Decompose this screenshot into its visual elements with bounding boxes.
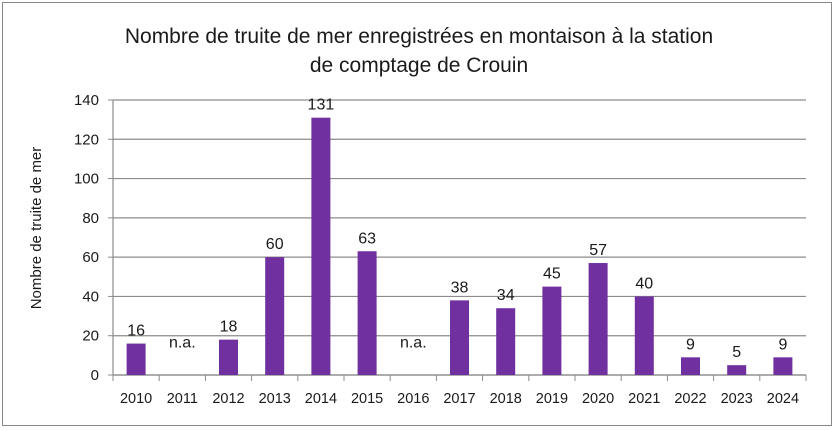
chart-title-line-1: Nombre de truite de mer enregistrées en …	[124, 25, 714, 48]
data-label-2022: 9	[686, 336, 695, 353]
y-tick-label: 80	[82, 210, 99, 227]
data-label-2020: 57	[589, 242, 607, 259]
y-tick-label: 100	[74, 171, 99, 188]
x-tick-label-2012: 2012	[212, 391, 244, 407]
x-tick-label-2016: 2016	[397, 391, 429, 407]
y-tick-label: 120	[74, 131, 99, 148]
data-label-2015: 63	[358, 230, 376, 247]
bar-2012	[219, 339, 238, 375]
y-tick-label: 20	[82, 328, 99, 345]
data-label-2013: 60	[266, 236, 284, 253]
y-tick-label: 0	[91, 367, 99, 384]
data-label-2016: n.a.	[400, 334, 427, 351]
data-label-2018: 34	[497, 287, 515, 304]
y-tick-label: 140	[74, 92, 99, 109]
x-tick-label-2020: 2020	[582, 391, 614, 407]
bar-2024	[773, 357, 793, 375]
y-tick-label: 60	[82, 249, 99, 266]
bar-2010	[126, 343, 146, 375]
bar-2019	[542, 286, 562, 375]
x-tick-label-2011: 2011	[167, 391, 198, 407]
data-label-2012: 18	[220, 319, 238, 336]
data-label-2010: 16	[127, 323, 145, 340]
data-label-2017: 38	[451, 279, 469, 296]
y-tick-label: 40	[82, 288, 99, 305]
x-tick-label-2017: 2017	[443, 391, 475, 407]
bar-2014	[311, 117, 331, 375]
chart-title-line-2: de comptage de Crouin	[309, 54, 529, 77]
bar-2013	[265, 257, 285, 375]
bar-2021	[634, 296, 654, 375]
bar-2015	[357, 251, 377, 375]
x-tick-label-2018: 2018	[490, 391, 522, 407]
x-tick-label-2014: 2014	[305, 391, 337, 407]
x-tick-label-2010: 2010	[120, 391, 152, 407]
bar-2017	[450, 300, 469, 375]
x-tick-label-2021: 2021	[628, 391, 660, 407]
x-tick-label-2019: 2019	[536, 391, 568, 407]
x-tick-label-2023: 2023	[721, 391, 753, 407]
x-tick-label-2013: 2013	[259, 391, 291, 407]
x-tick-label-2024: 2024	[767, 391, 799, 407]
bar-2018	[496, 308, 516, 375]
data-label-2014: 131	[308, 97, 335, 114]
data-label-2024: 9	[778, 336, 787, 353]
data-label-2011: n.a.	[169, 334, 196, 351]
data-label-2019: 45	[543, 266, 561, 283]
x-tick-label-2015: 2015	[351, 391, 383, 407]
data-label-2023: 5	[732, 344, 741, 361]
bar-2022	[681, 357, 700, 375]
x-tick-label-2022: 2022	[674, 391, 706, 407]
bar-2020	[588, 263, 608, 375]
bar-2023	[727, 365, 747, 375]
data-label-2021: 40	[635, 275, 653, 292]
